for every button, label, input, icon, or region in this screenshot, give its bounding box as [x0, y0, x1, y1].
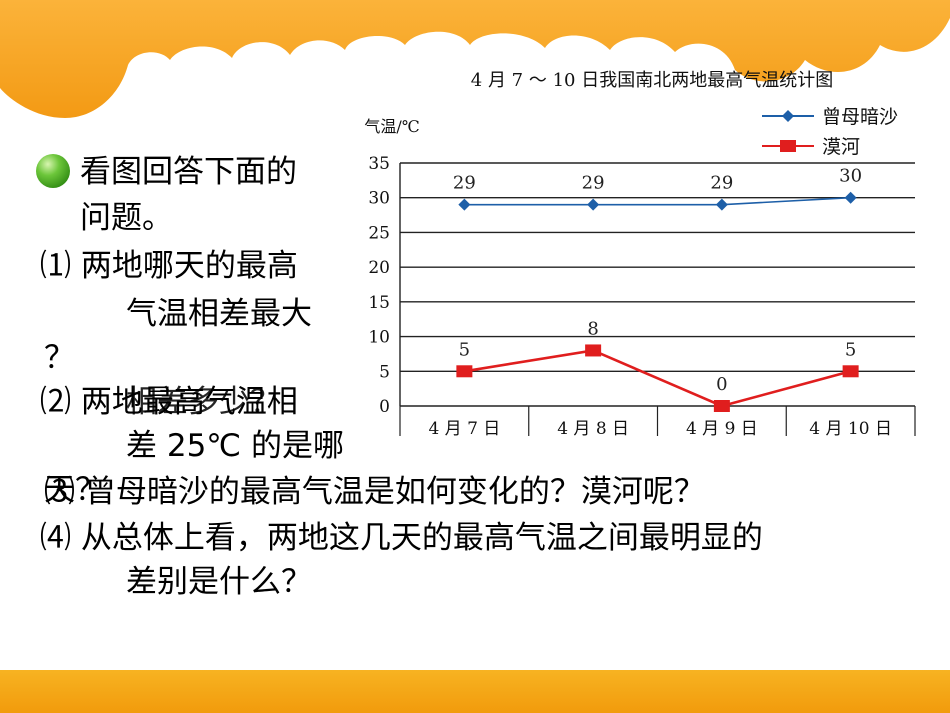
question-2-line-1: ⑵ 两地最高气温相 — [40, 384, 298, 420]
x-tick-label: 4 月 10 日 — [809, 419, 892, 439]
series-point-1-0 — [456, 365, 473, 378]
question-4-line-1: ⑷ 从总体上看，两地这几天的最高气温之间最明显的 — [40, 520, 763, 556]
data-label-1-2: 0 — [716, 374, 727, 395]
legend-label-0: 曾母暗沙 — [822, 106, 898, 128]
data-label-1-0: 5 — [459, 339, 470, 360]
series-point-0-2 — [715, 198, 728, 211]
series-point-1-1 — [585, 344, 602, 357]
question-2-line-3: 天？ — [44, 472, 106, 508]
question-1-line-2: 气温相差最大 — [126, 296, 312, 332]
intro-line-2: 问题。 — [80, 200, 173, 236]
question-4-line-2: 差别是什么？ — [126, 564, 312, 600]
data-label-0-1: 29 — [582, 173, 605, 194]
series-line-1 — [464, 349, 851, 408]
intro-line-1: 看图回答下面的 — [80, 154, 297, 190]
data-label-1-1: 8 — [587, 318, 598, 339]
legend-marker-1 — [780, 140, 796, 152]
x-tick-label: 4 月 7 日 — [428, 419, 500, 439]
question-2-line-2: 差 25℃ 的是哪 — [126, 428, 344, 464]
legend-marker-0 — [782, 110, 794, 122]
y-tick-label: 10 — [368, 328, 390, 348]
series-point-0-3 — [844, 191, 857, 204]
bottom-bar-decoration — [0, 670, 950, 713]
chart-grid — [399, 162, 916, 436]
y-tick-label: 20 — [368, 258, 390, 278]
question-2-overlap-text: 相差多少？ — [126, 384, 281, 420]
x-tick-label: 4 月 9 日 — [686, 419, 758, 439]
series-point-1-2 — [713, 400, 730, 412]
green-bullet-icon — [36, 154, 70, 188]
series-layer: 29 29 29 30 5 8 0 5 — [453, 166, 862, 412]
question-3: ⑶ 曾母暗沙的最高气温是如何变化的？漠河呢？ — [44, 474, 705, 510]
question-1-line-3: ？ — [44, 340, 75, 376]
y-axis-label: 气温/℃ — [364, 117, 419, 136]
question-1-line-1: ⑴ 两地哪天的最高 — [40, 248, 298, 284]
x-tick-labels: 4 月 7 日 4 月 8 日 4 月 9 日 4 月 10 日 — [428, 419, 892, 439]
y-tick-label: 25 — [368, 223, 390, 243]
series-point-0-0 — [458, 198, 471, 211]
y-tick-label: 0 — [379, 397, 390, 417]
series-point-1-3 — [842, 365, 859, 378]
data-label-0-2: 29 — [710, 173, 733, 194]
data-label-0-3: 30 — [839, 166, 862, 187]
legend-label-1: 漠河 — [822, 136, 860, 158]
x-tick-label: 4 月 8 日 — [557, 419, 629, 439]
series-line-0 — [464, 196, 851, 206]
series-point-0-1 — [587, 198, 600, 211]
y-tick-label: 15 — [368, 293, 390, 313]
chart-title: 4 月 7 ～ 10 日我国南北两地最高气温统计图 — [471, 70, 833, 91]
y-tick-label: 35 — [368, 154, 390, 174]
data-label-0-0: 29 — [453, 173, 476, 194]
y-tick-labels: 0 5 10 15 20 25 30 35 — [368, 154, 390, 417]
y-tick-label: 5 — [379, 362, 390, 382]
y-tick-label: 30 — [368, 189, 390, 209]
header-cloud-decoration — [0, 0, 950, 118]
data-label-1-3: 5 — [845, 339, 856, 360]
